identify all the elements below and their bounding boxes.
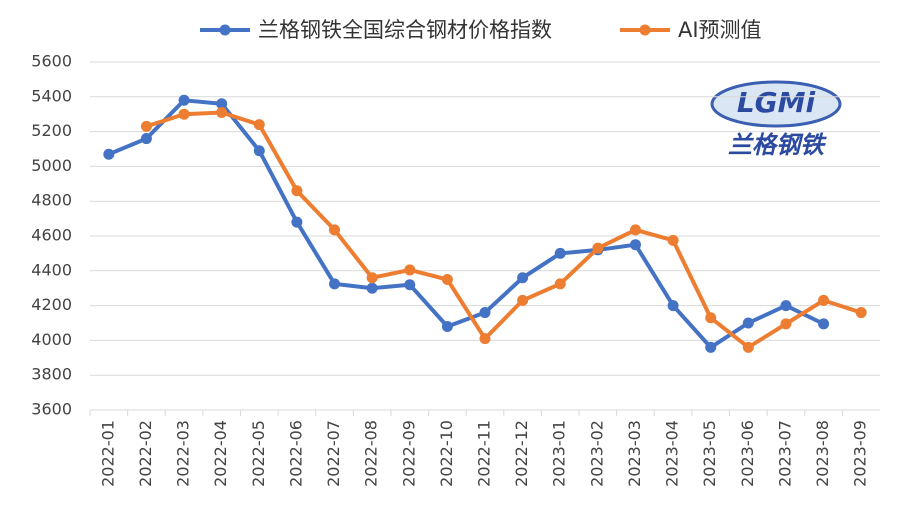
point <box>366 282 378 294</box>
y-tick-label: 4600 <box>31 226 72 245</box>
point <box>178 108 190 120</box>
point <box>404 264 416 276</box>
y-tick-label: 3800 <box>31 365 72 384</box>
y-tick-label: 4800 <box>31 191 72 210</box>
x-tick-label: 2023-06 <box>738 420 757 487</box>
point <box>103 148 115 160</box>
point <box>140 120 152 132</box>
x-tick-label: 2023-07 <box>775 420 794 487</box>
x-tick-label: 2022-08 <box>362 420 381 487</box>
point <box>216 106 228 118</box>
x-tick-label: 2022-06 <box>286 420 305 487</box>
point <box>329 224 341 236</box>
point <box>329 278 341 290</box>
point <box>705 312 717 324</box>
logo-subtitle: 兰格钢铁 <box>728 131 827 159</box>
point <box>667 234 679 246</box>
logo-text: LGMi <box>737 86 816 119</box>
x-tick-label: 2022-01 <box>98 420 117 487</box>
y-tick-label: 4400 <box>31 260 72 279</box>
y-tick-label: 4000 <box>31 330 72 349</box>
x-tick-label: 2023-03 <box>625 420 644 487</box>
x-tick-label: 2023-01 <box>550 420 569 487</box>
point <box>253 119 265 131</box>
point <box>291 216 303 228</box>
point <box>178 94 190 106</box>
point <box>667 300 679 312</box>
x-tick-label: 2023-04 <box>663 420 682 487</box>
point <box>742 341 754 353</box>
legend-label: AI预测值 <box>678 18 762 42</box>
x-tick-label: 2022-02 <box>136 420 155 487</box>
point <box>855 307 867 319</box>
series-line <box>145 110 862 350</box>
point <box>780 318 792 330</box>
y-tick-label: 5000 <box>31 156 72 175</box>
point <box>479 307 491 319</box>
x-tick-label: 2022-11 <box>475 420 494 487</box>
point <box>705 341 717 353</box>
point <box>629 239 641 251</box>
point <box>517 272 529 284</box>
y-tick-label: 5400 <box>31 86 72 105</box>
x-tick-label: 2022-12 <box>512 420 531 487</box>
y-tick-label: 3600 <box>31 400 72 419</box>
point <box>554 278 566 290</box>
y-tick-label: 5200 <box>31 121 72 140</box>
point <box>780 300 792 312</box>
point <box>366 272 378 284</box>
y-tick-label: 4200 <box>31 295 72 314</box>
x-tick-label: 2022-09 <box>399 420 418 487</box>
point <box>140 133 152 145</box>
point <box>554 247 566 259</box>
point <box>629 224 641 236</box>
point <box>517 294 529 306</box>
point <box>253 145 265 157</box>
legend-label: 兰格钢铁全国综合钢材价格指数 <box>258 18 552 42</box>
point <box>592 242 604 254</box>
x-tick-label: 2022-04 <box>211 420 230 487</box>
point <box>291 185 303 197</box>
x-tick-label: 2022-07 <box>324 420 343 487</box>
point <box>818 294 830 306</box>
point <box>479 333 491 345</box>
x-tick-label: 2023-05 <box>700 420 719 487</box>
point <box>441 274 453 285</box>
point <box>404 279 416 291</box>
x-tick-label: 2023-02 <box>587 420 606 487</box>
x-tick-label: 2023-08 <box>813 420 832 487</box>
point <box>818 318 830 330</box>
series-line <box>108 98 825 350</box>
point <box>742 317 754 329</box>
y-tick-label: 5600 <box>31 52 72 71</box>
x-tick-label: 2022-05 <box>249 420 268 487</box>
point <box>216 98 228 110</box>
x-tick-label: 2023-09 <box>851 420 870 487</box>
x-tick-label: 2022-03 <box>174 420 193 487</box>
legend-marker <box>219 24 231 36</box>
legend-marker <box>639 24 651 36</box>
point <box>441 320 453 332</box>
logo-ring <box>710 80 842 128</box>
x-tick-label: 2022-10 <box>437 420 456 487</box>
